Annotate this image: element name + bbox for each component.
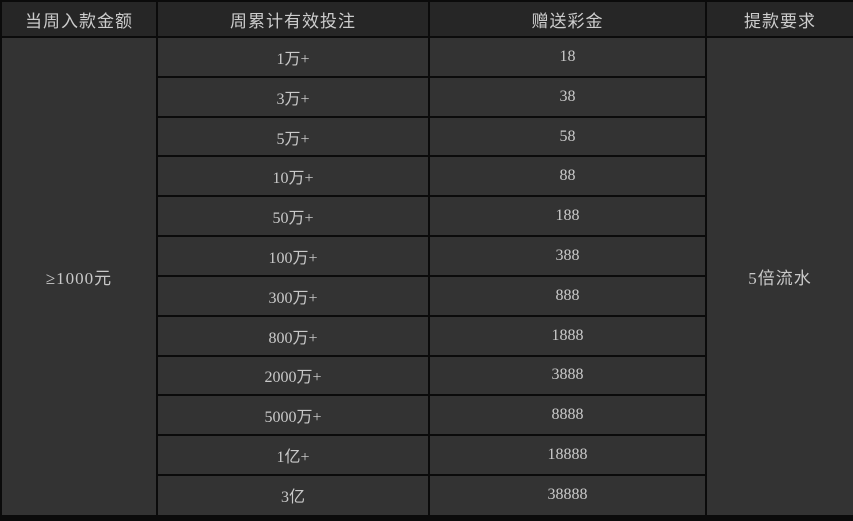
bet-tier-cell: 5万+: [156, 115, 430, 158]
bonus-value-cell: 188: [428, 195, 707, 238]
bet-tier-cell: 50万+: [156, 195, 430, 238]
col-header-withdrawal-requirement: 提款要求: [705, 0, 853, 38]
table-row: 5万+ 58: [1, 115, 853, 158]
bet-tier-cell: 10万+: [156, 155, 430, 198]
bonus-value-cell: 888: [428, 274, 707, 317]
table-row: 3亿 38888: [1, 473, 853, 520]
bonus-value-cell: 3888: [428, 354, 707, 397]
table-row: 3万+ 38: [1, 75, 853, 118]
bonus-value-cell: 8888: [428, 394, 707, 437]
deposit-amount-cell: ≥1000元: [0, 36, 158, 519]
bet-tier-cell: 3亿: [156, 473, 430, 520]
bonus-value-cell: 88: [428, 155, 707, 198]
table-row: 2000万+ 3888: [1, 354, 853, 397]
bonus-value-cell: 18888: [428, 434, 707, 476]
bet-tier-cell: 1亿+: [156, 434, 430, 476]
bet-tier-cell: 3万+: [156, 75, 430, 118]
table-row: 10万+ 88: [1, 155, 853, 198]
bet-tier-cell: 300万+: [156, 274, 430, 317]
bet-tier-cell: 2000万+: [156, 354, 430, 397]
col-header-weekly-deposit: 当周入款金额: [0, 0, 158, 38]
header-row: 当周入款金额 周累计有效投注 赠送彩金 提款要求: [0, 0, 853, 38]
bonus-value-cell: 38: [428, 75, 707, 118]
table-row: 5000万+ 8888: [1, 394, 853, 437]
withdrawal-requirement-cell: 5倍流水: [705, 36, 853, 519]
bet-tier-cell: 800万+: [156, 314, 430, 357]
col-header-bonus: 赠送彩金: [428, 0, 707, 38]
table-row: 300万+ 888: [1, 274, 853, 317]
table-row: 1亿+ 18888: [1, 434, 853, 476]
bonus-value-cell: 18: [428, 36, 707, 78]
col-header-weekly-valid-bets: 周累计有效投注: [156, 0, 430, 38]
table-row: 50万+ 188: [1, 195, 853, 238]
bonus-value-cell: 1888: [428, 314, 707, 357]
bonus-value-cell: 38888: [428, 473, 707, 520]
bet-tier-cell: 5000万+: [156, 394, 430, 437]
bonus-value-cell: 58: [428, 115, 707, 158]
table-row: 800万+ 1888: [1, 314, 853, 357]
table-row: ≥1000元 1万+ 18 5倍流水: [0, 36, 853, 519]
table-row: 100万+ 388: [1, 235, 853, 277]
bet-tier-cell: 1万+: [156, 36, 430, 78]
bonus-value-cell: 388: [428, 235, 707, 277]
bet-tier-cell: 100万+: [156, 235, 430, 277]
